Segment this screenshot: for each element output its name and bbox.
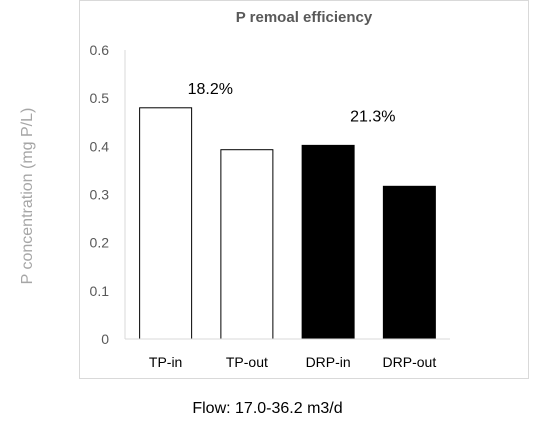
chart-title: P remoal efficiency (235, 9, 373, 26)
bar (139, 107, 193, 340)
bar (301, 144, 355, 340)
x-tick-label: TP-out (226, 354, 268, 370)
percent-annotation: 21.3% (350, 108, 395, 125)
y-tick-label: 0.5 (90, 90, 110, 106)
y-tick-label: 0.1 (90, 283, 110, 299)
x-tick-label: TP-in (149, 354, 182, 370)
bar (382, 185, 436, 340)
y-tick-label: 0.2 (90, 235, 110, 251)
percent-annotation: 18.2% (188, 81, 233, 98)
x-tick-label: DRP-out (383, 354, 437, 370)
y-tick-label: 0.4 (90, 138, 110, 154)
flow-caption: Flow: 17.0-36.2 m3/d (192, 400, 343, 417)
y-tick-label: 0.3 (90, 187, 110, 203)
x-tick-label: DRP-in (306, 354, 351, 370)
y-tick-label: 0.6 (90, 42, 110, 58)
y-tick-label: 0 (101, 331, 109, 347)
bar (220, 149, 274, 340)
